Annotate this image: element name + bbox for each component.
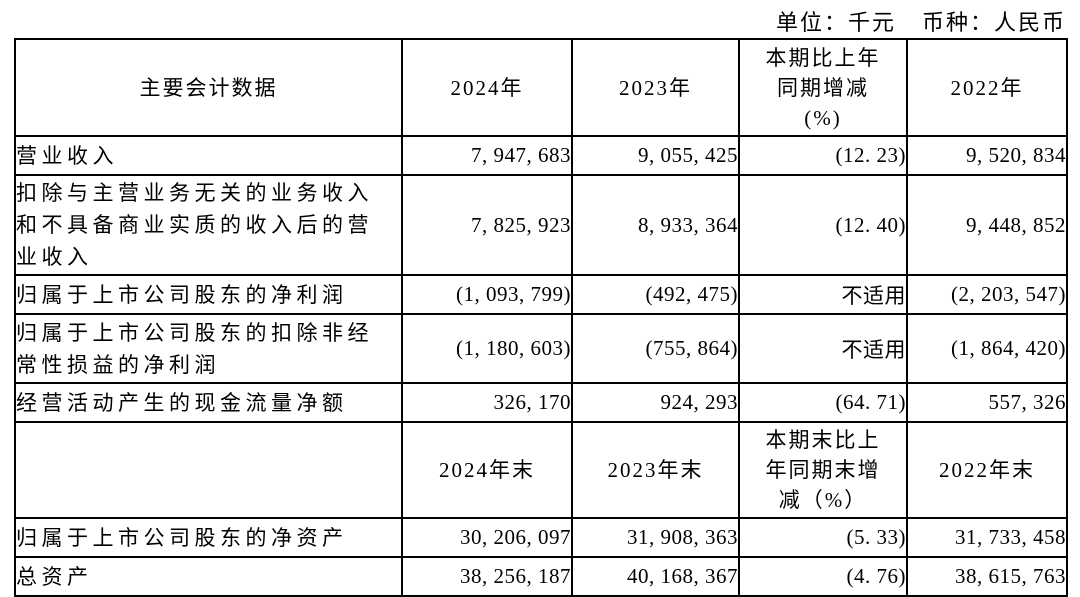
header-2022: 2022年 xyxy=(906,38,1068,137)
header-yearend-change-pct: 本期末比上 年同期末增 减（%） xyxy=(738,421,908,519)
unit-label: 单位：千元 xyxy=(775,10,896,35)
unit-currency-note: 单位：千元 币种：人民币 xyxy=(776,5,1066,37)
value-change: 不适用 xyxy=(738,313,908,384)
value-change: (64. 71) xyxy=(738,382,908,423)
value-2022: 557, 326 xyxy=(906,382,1068,423)
currency-label: 币种：人民币 xyxy=(921,10,1066,35)
table-header-row-yearend: 2024年末 2023年末 本期末比上 年同期末增 减（%） 2022年末 xyxy=(14,421,1068,519)
row-label: 营业收入 xyxy=(14,135,403,176)
value-2022: 9, 448, 852 xyxy=(906,174,1068,276)
value-2022: 9, 520, 834 xyxy=(906,135,1068,176)
value-change: (12. 23) xyxy=(738,135,908,176)
table-row-net-profit: 归属于上市公司股东的净利润 (1, 093, 799) (492, 475) 不… xyxy=(14,274,1068,315)
header-2023-yearend: 2023年末 xyxy=(571,421,740,519)
header-2024: 2024年 xyxy=(401,38,573,137)
table-row-total-assets: 总资产 38, 256, 187 40, 168, 367 (4. 76) 38… xyxy=(14,556,1068,597)
header-2022-yearend: 2022年末 xyxy=(906,421,1068,519)
value-2024: 7, 947, 683 xyxy=(401,135,573,176)
value-2023: 8, 933, 364 xyxy=(571,174,740,276)
value-2023: (492, 475) xyxy=(571,274,740,315)
value-change: (12. 40) xyxy=(738,174,908,276)
row-label: 归属于上市公司股东的扣除非经 常性损益的净利润 xyxy=(14,313,403,384)
value-2023: 9, 055, 425 xyxy=(571,135,740,176)
row-label: 扣除与主营业务无关的业务收入 和不具备商业实质的收入后的营 业收入 xyxy=(14,174,403,276)
row-label: 总资产 xyxy=(14,556,403,597)
value-2024: 30, 206, 097 xyxy=(401,517,573,558)
header-2023: 2023年 xyxy=(571,38,740,137)
value-2022: 38, 615, 763 xyxy=(906,556,1068,597)
value-2022: 31, 733, 458 xyxy=(906,517,1068,558)
table-row-operating-revenue: 营业收入 7, 947, 683 9, 055, 425 (12. 23) 9,… xyxy=(14,135,1068,176)
table-row-net-profit-excl-nonrecurring: 归属于上市公司股东的扣除非经 常性损益的净利润 (1, 180, 603) (7… xyxy=(14,313,1068,384)
value-2022: (2, 203, 547) xyxy=(906,274,1068,315)
row-label: 经营活动产生的现金流量净额 xyxy=(14,382,403,423)
header-empty xyxy=(14,421,403,519)
value-2024: 7, 825, 923 xyxy=(401,174,573,276)
value-2023: 40, 168, 367 xyxy=(571,556,740,597)
value-2024: (1, 093, 799) xyxy=(401,274,573,315)
table-row-revenue-after-deductions: 扣除与主营业务无关的业务收入 和不具备商业实质的收入后的营 业收入 7, 825… xyxy=(14,174,1068,276)
value-change: 不适用 xyxy=(738,274,908,315)
table-row-operating-cash-flow: 经营活动产生的现金流量净额 326, 170 924, 293 (64. 71)… xyxy=(14,382,1068,423)
value-2023: 924, 293 xyxy=(571,382,740,423)
table-row-net-assets: 归属于上市公司股东的净资产 30, 206, 097 31, 908, 363 … xyxy=(14,517,1068,558)
row-label: 归属于上市公司股东的净利润 xyxy=(14,274,403,315)
header-main-accounting-data: 主要会计数据 xyxy=(14,38,403,137)
value-2022: (1, 864, 420) xyxy=(906,313,1068,384)
value-change: (4. 76) xyxy=(738,556,908,597)
table-header-row-period: 主要会计数据 2024年 2023年 本期比上年 同期增减 (%) 2022年 xyxy=(14,38,1068,137)
value-2024: 326, 170 xyxy=(401,382,573,423)
value-change: (5. 33) xyxy=(738,517,908,558)
header-change-pct: 本期比上年 同期增减 (%) xyxy=(738,38,908,137)
value-2024: 38, 256, 187 xyxy=(401,556,573,597)
financial-summary-table: 主要会计数据 2024年 2023年 本期比上年 同期增减 (%) 2022年 … xyxy=(14,38,1068,597)
value-2024: (1, 180, 603) xyxy=(401,313,573,384)
header-2024-yearend: 2024年末 xyxy=(401,421,573,519)
row-label: 归属于上市公司股东的净资产 xyxy=(14,517,403,558)
value-2023: (755, 864) xyxy=(571,313,740,384)
value-2023: 31, 908, 363 xyxy=(571,517,740,558)
